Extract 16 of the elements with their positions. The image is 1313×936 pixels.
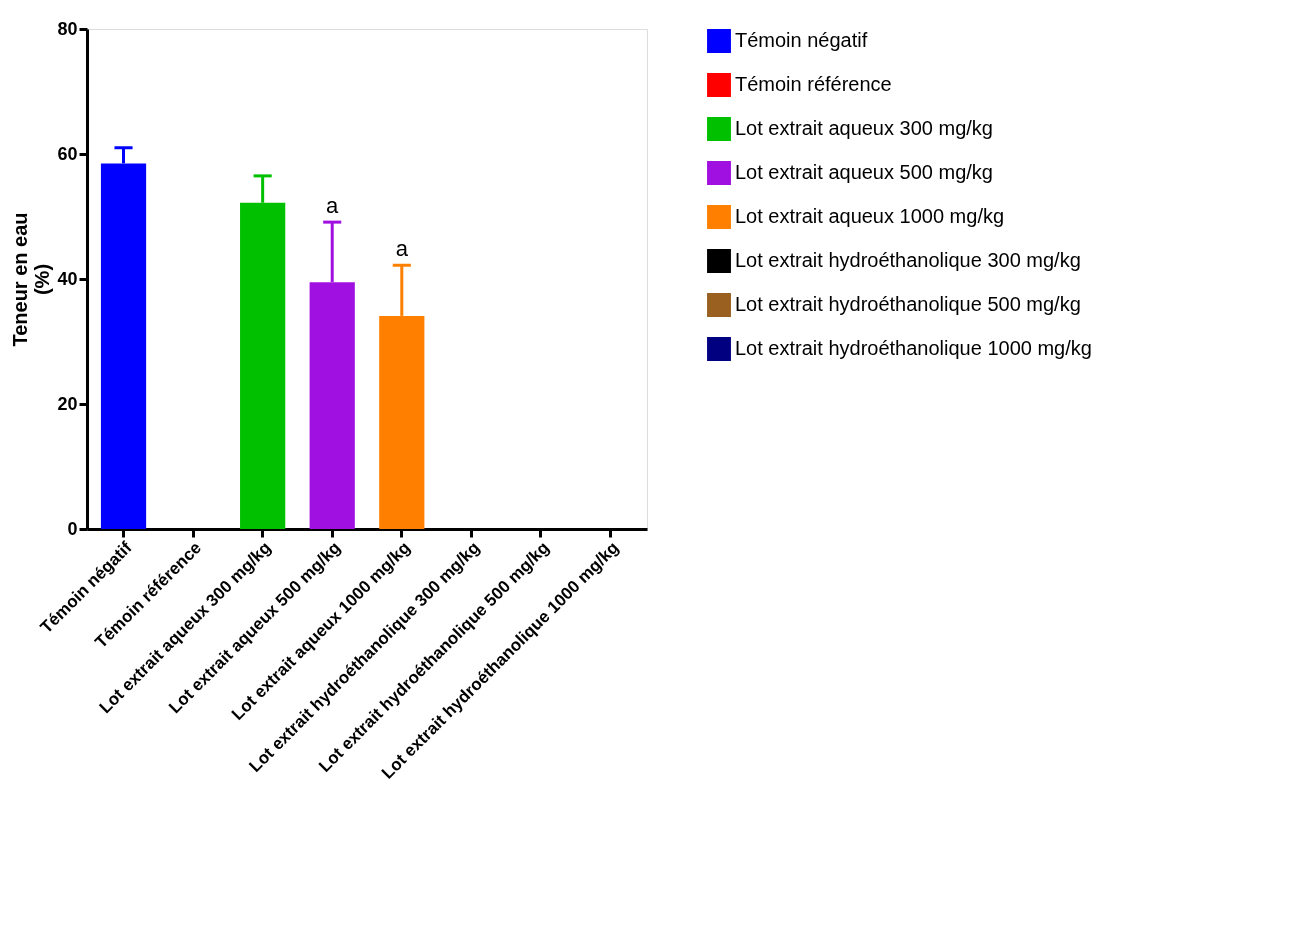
- legend-label: Lot extrait aqueux 300 mg/kg: [735, 117, 993, 139]
- legend-label: Lot extrait aqueux 500 mg/kg: [735, 161, 993, 183]
- annotation: a: [326, 193, 340, 219]
- y-tick-label: 20: [57, 393, 78, 414]
- legend-label: Lot extrait hydroéthanolique 1000 mg/kg: [735, 337, 1092, 359]
- legend-label: Lot extrait hydroéthanolique 300 mg/kg: [735, 249, 1081, 271]
- legend-label: Témoin référence: [735, 73, 892, 95]
- legend-label: Témoin négatif: [735, 29, 868, 51]
- y-axis-title: Teneur en eau (%): [9, 212, 54, 347]
- legend-label: Lot extrait hydroéthanolique 500 mg/kg: [735, 293, 1081, 315]
- y-tick-label: 80: [57, 18, 78, 39]
- y-tick-label: 40: [57, 268, 78, 289]
- y-tick-label: 0: [67, 518, 78, 539]
- annotation: a: [395, 236, 409, 262]
- legend-label: Lot extrait aqueux 1000 mg/kg: [735, 205, 1005, 227]
- y-tick-label: 60: [57, 143, 78, 164]
